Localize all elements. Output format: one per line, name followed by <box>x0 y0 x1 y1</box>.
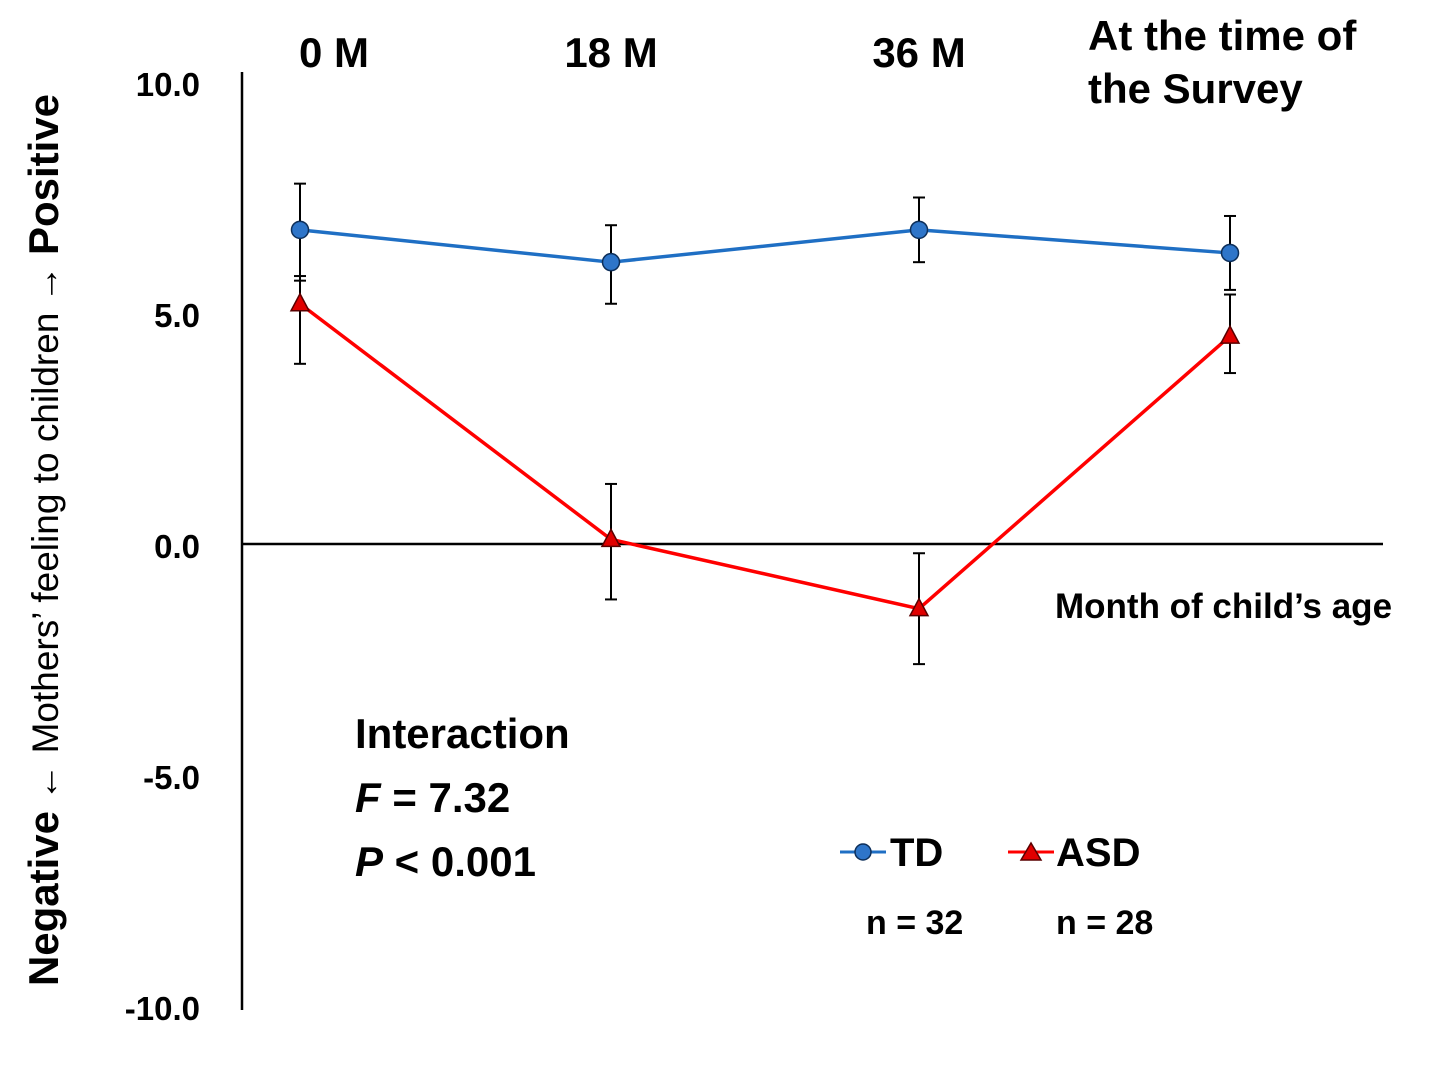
series-td <box>290 182 1240 305</box>
y-axis-label: Negative ← Mothers’ feeling to children … <box>20 94 67 986</box>
y-tick-labels: 10.0 5.0 0.0 -5.0 -10.0 <box>125 66 200 1027</box>
x-category-label: 0 M <box>299 29 369 76</box>
x-axis-label: Month of child’s age <box>1055 587 1392 626</box>
x-category-label-line: At the time of <box>1088 12 1357 59</box>
f-symbol: F <box>355 774 382 821</box>
annotation-title: Interaction <box>355 710 570 757</box>
data-point <box>1219 324 1241 344</box>
annotation-f-statistic: F = 7.32 <box>355 774 510 821</box>
x-category-label-line: the Survey <box>1088 65 1303 112</box>
series-line <box>298 302 1232 611</box>
p-value: < 0.001 <box>383 838 536 885</box>
x-category-label-line: 0 M <box>299 29 369 76</box>
series-asd <box>289 275 1241 666</box>
series-layer <box>289 182 1241 666</box>
x-category-label-line: 36 M <box>872 29 965 76</box>
x-category-label-line: 18 M <box>564 29 657 76</box>
data-point <box>1220 243 1240 263</box>
x-category-label: 36 M <box>872 29 965 76</box>
data-point <box>909 220 929 240</box>
y-axis-arrow-down: ← <box>25 753 66 811</box>
f-value: = 7.32 <box>381 774 511 821</box>
data-point <box>601 252 621 272</box>
y-axis-label-positive: Positive <box>20 94 67 255</box>
y-axis-arrow-up: → <box>25 255 66 313</box>
legend-td-label: TD <box>890 831 943 875</box>
data-point <box>908 597 930 617</box>
y-tick-label: 10.0 <box>136 66 200 103</box>
legend-asd-label: ASD <box>1056 831 1140 875</box>
data-point <box>600 527 622 548</box>
y-tick-label: 0.0 <box>154 528 200 565</box>
y-tick-label: 5.0 <box>154 297 200 334</box>
x-category-labels: 0 M 18 M 36 M At the time of the Survey <box>299 12 1357 112</box>
x-category-label: At the time of the Survey <box>1088 12 1357 112</box>
data-point <box>290 220 310 240</box>
series-line <box>299 228 1231 264</box>
legend-asd-marker <box>1019 841 1043 861</box>
legend-td-marker <box>854 843 872 861</box>
legend-td-n: n = 32 <box>866 904 963 942</box>
legend-asd-n: n = 28 <box>1056 904 1153 942</box>
annotation-p-value: P < 0.001 <box>355 838 536 885</box>
legend: TD n = 32 ASD n = 28 <box>840 831 1153 942</box>
stats-annotation: Interaction F = 7.32 P < 0.001 <box>355 710 570 885</box>
y-tick-label: -5.0 <box>143 759 200 796</box>
y-tick-label: -10.0 <box>125 990 200 1027</box>
p-symbol: P <box>355 838 384 885</box>
x-category-label: 18 M <box>564 29 657 76</box>
y-axis-label-negative: Negative <box>20 811 67 986</box>
y-axis-label-middle: Mothers’ feeling to children <box>25 313 66 754</box>
data-point <box>289 292 311 312</box>
